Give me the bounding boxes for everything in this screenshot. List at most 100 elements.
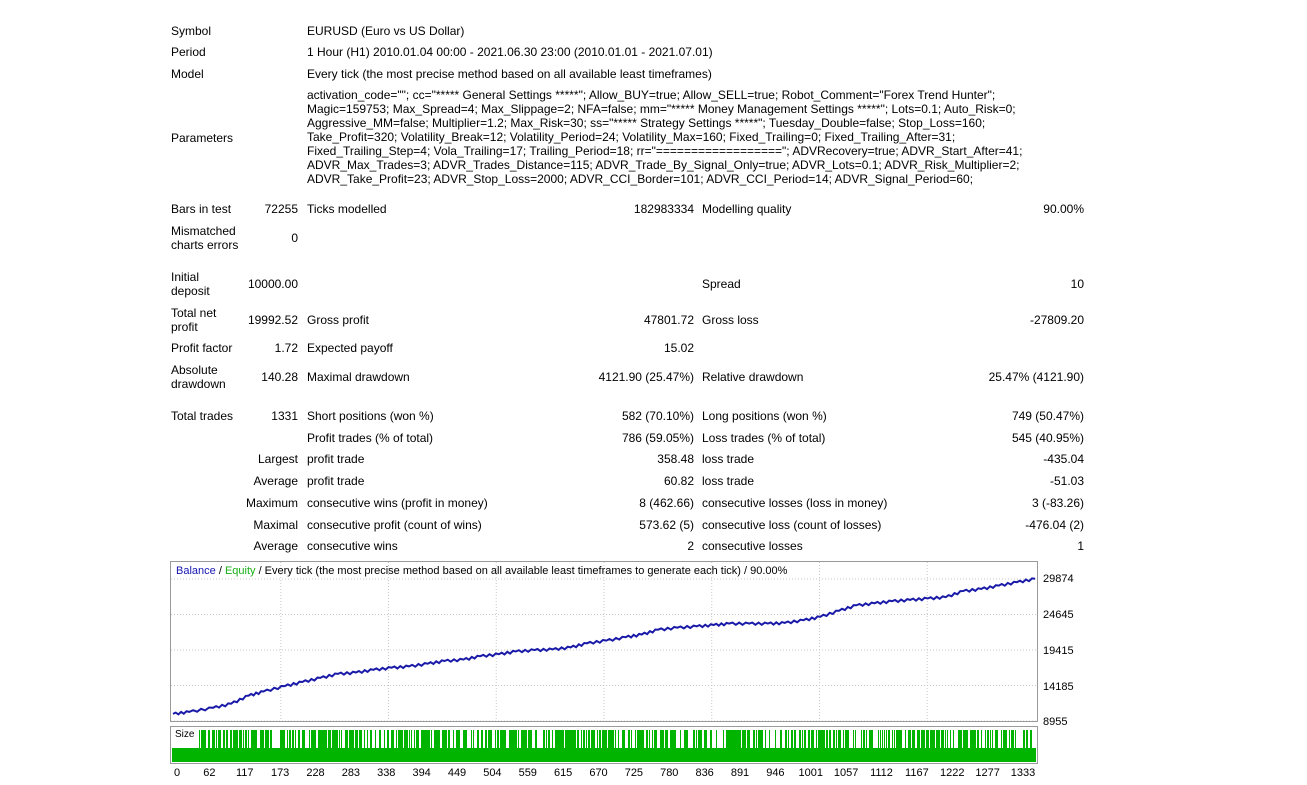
size-bar <box>591 730 592 748</box>
size-bar <box>556 730 557 748</box>
size-bar <box>445 730 446 748</box>
x-tick-label: 891 <box>730 767 750 779</box>
size-bar <box>639 730 640 748</box>
size-bar <box>900 730 901 748</box>
size-bar <box>391 730 392 748</box>
size-bar <box>311 730 312 748</box>
size-bar <box>584 730 585 748</box>
size-bar <box>560 730 561 748</box>
size-bar <box>605 730 606 748</box>
size-bar <box>375 730 376 748</box>
initial-deposit-label: Initial deposit <box>171 270 210 298</box>
size-bar <box>987 730 988 748</box>
size-bar <box>544 730 545 748</box>
size-bar <box>546 730 547 748</box>
size-bar <box>759 730 760 748</box>
max-consecutive-losses-label: consecutive losses (loss in money) <box>702 496 888 510</box>
size-bar <box>754 730 755 748</box>
size-bar <box>313 730 314 748</box>
size-bar <box>1006 730 1007 748</box>
size-bar <box>818 730 819 748</box>
size-bar <box>922 730 923 748</box>
size-bar <box>735 730 736 748</box>
size-bar <box>268 730 269 748</box>
size-bar <box>901 730 902 748</box>
size-bar <box>471 730 472 748</box>
size-bar <box>203 730 204 748</box>
size-bar <box>641 730 642 748</box>
size-bar <box>791 730 792 748</box>
size-bar <box>337 730 338 748</box>
size-bar <box>739 730 740 748</box>
size-bar <box>325 730 326 748</box>
absolute-drawdown-label-line: Absolute <box>171 363 218 377</box>
size-bar <box>1012 730 1013 748</box>
y-tick-label: 14185 <box>1043 681 1074 693</box>
size-bar <box>990 730 991 748</box>
size-bar <box>473 730 474 748</box>
size-bar <box>671 730 672 748</box>
size-bar <box>830 730 831 748</box>
size-bar <box>367 730 368 748</box>
size-bar <box>424 730 425 748</box>
size-bar <box>236 730 237 748</box>
size-bar <box>749 730 750 748</box>
size-bar <box>309 730 310 748</box>
average-profit-label: profit trade <box>307 474 365 488</box>
size-bar <box>802 730 803 748</box>
size-bar <box>402 730 403 748</box>
size-bar <box>575 730 576 748</box>
size-bar <box>588 730 589 748</box>
size-bar <box>446 730 447 748</box>
size-bar <box>613 730 614 748</box>
size-bar <box>411 730 412 748</box>
size-bar <box>840 730 841 748</box>
size-bar <box>416 730 417 748</box>
max-consecutive-profit-label: consecutive profit (count of wins) <box>307 518 482 532</box>
symbol-value: EURUSD (Euro vs US Dollar) <box>307 24 465 38</box>
average-loss-label: loss trade <box>702 474 755 488</box>
size-bar <box>406 730 407 748</box>
size-bar <box>988 730 989 748</box>
size-bar <box>936 730 937 748</box>
size-bar <box>511 730 512 748</box>
size-bar <box>882 730 883 748</box>
size-bar <box>505 730 506 748</box>
profit-trades-value: 786 (59.05%) <box>621 431 694 445</box>
size-bar <box>414 730 415 748</box>
size-bar <box>220 730 221 748</box>
profit-trades-label: Profit trades (% of total) <box>307 431 434 445</box>
average-loss-value: -51.03 <box>1049 474 1084 488</box>
spread-value: 10 <box>1070 277 1084 291</box>
size-bar <box>393 730 394 748</box>
size-bar <box>323 730 324 748</box>
size-bar <box>612 730 613 748</box>
size-bar <box>740 730 741 748</box>
size-bar <box>513 730 514 748</box>
size-bar <box>917 730 918 748</box>
size-bar <box>204 730 205 748</box>
maximal-label: Maximal <box>253 518 298 532</box>
size-bar <box>444 730 445 748</box>
relative-drawdown-value: 25.47% (4121.90) <box>988 370 1084 384</box>
size-bar <box>456 730 457 748</box>
size-bar <box>878 730 879 748</box>
size-bar <box>624 730 625 748</box>
size-bar <box>330 730 331 748</box>
size-bar <box>299 730 300 748</box>
size-bar <box>265 730 266 748</box>
size-bar <box>680 730 681 748</box>
size-bar <box>816 730 817 748</box>
size-bar <box>463 730 464 748</box>
x-tick-label: 836 <box>695 767 714 779</box>
size-bar <box>1030 730 1031 748</box>
parameters-line: activation_code=""; cc="***** General Se… <box>307 88 996 102</box>
y-tick-label: 24645 <box>1043 609 1074 621</box>
size-bar <box>312 730 313 748</box>
size-bar <box>594 730 595 748</box>
size-bar <box>610 730 611 748</box>
size-bar <box>853 730 854 748</box>
size-bar <box>336 730 337 748</box>
size-bar <box>765 730 766 748</box>
size-bar <box>995 730 996 748</box>
